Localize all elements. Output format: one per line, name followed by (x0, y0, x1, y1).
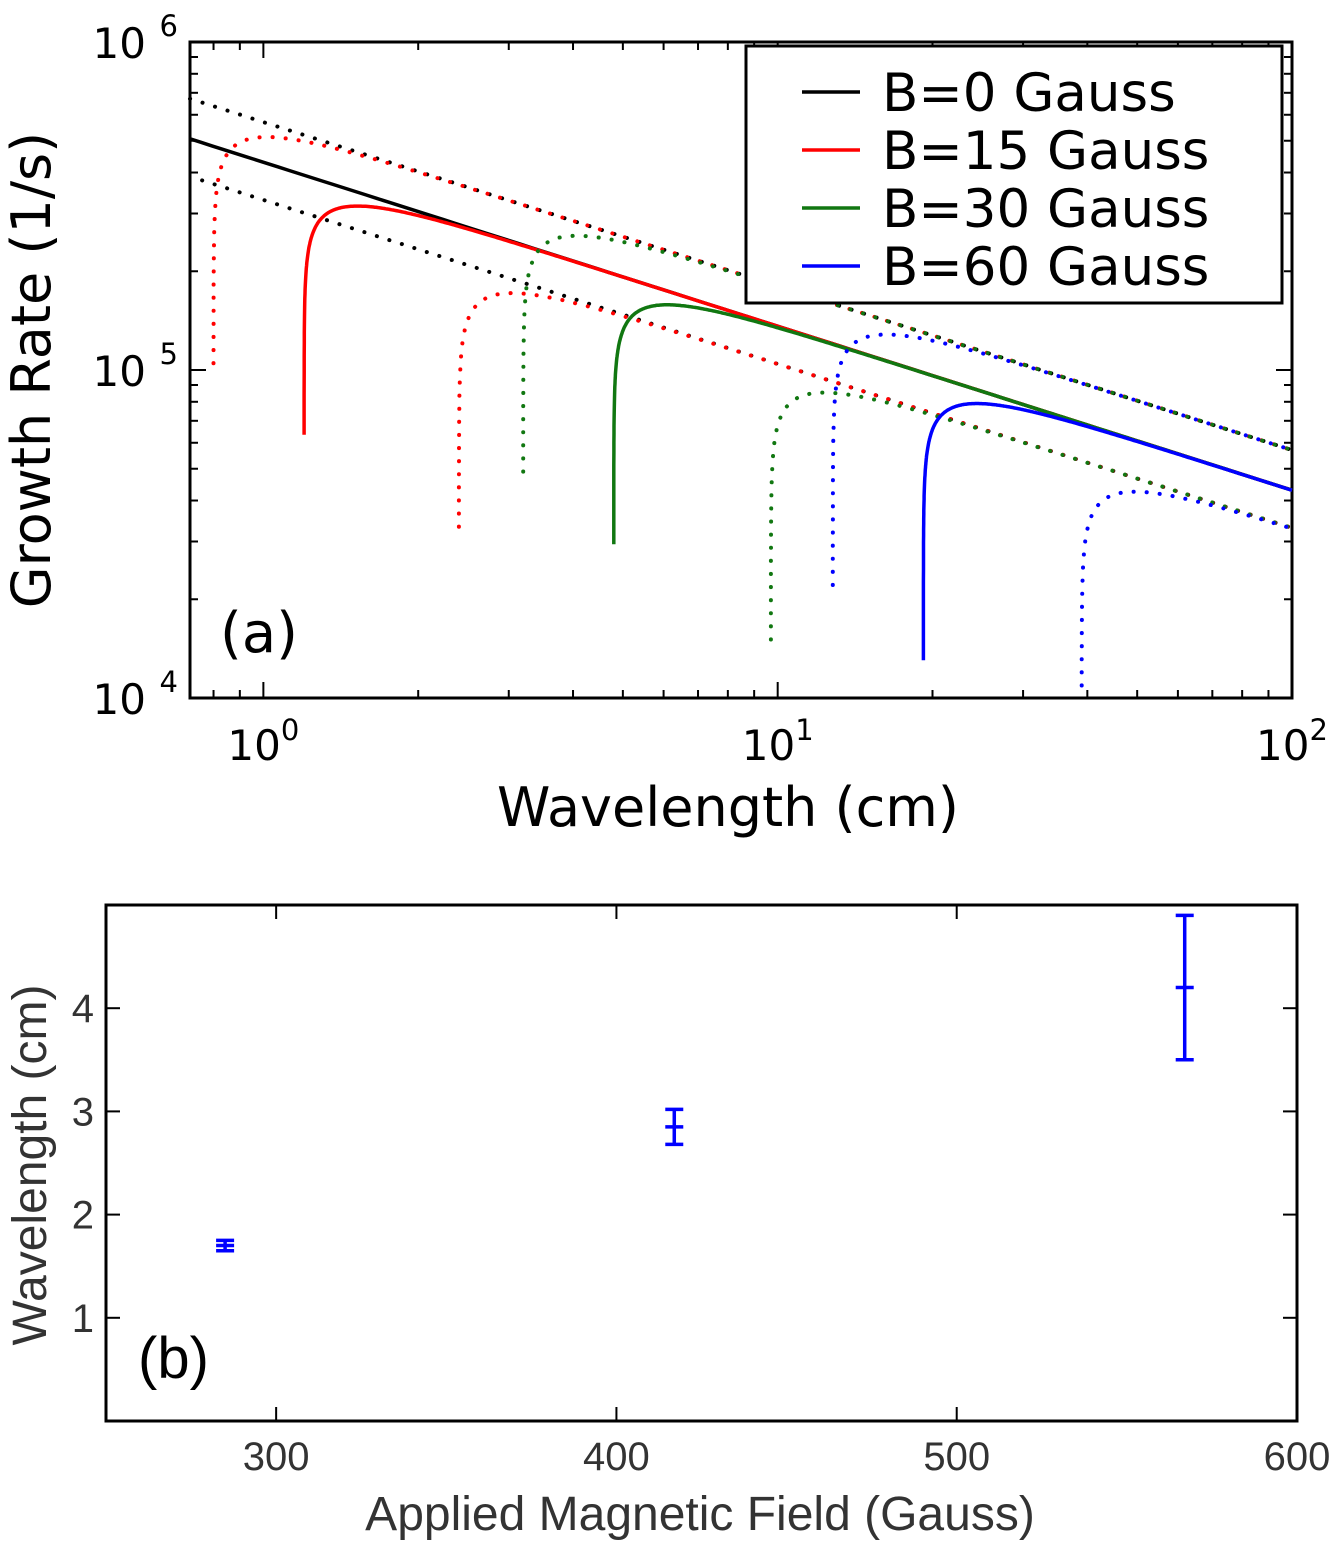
y-tick-label: 10 4 (93, 665, 178, 724)
series-line-b-60-gauss (921, 401, 1293, 661)
legend-label: B=0 Gauss (882, 63, 1176, 124)
panel-label-b: (b) (138, 1326, 209, 1391)
y-tick-label: 1 (72, 1297, 94, 1341)
series-line-b-30-gauss-lower (768, 390, 1294, 642)
x-axis-label-b: Applied Magnetic Field (Gauss) (365, 1488, 1035, 1541)
legend-label: B=30 Gauss (882, 179, 1209, 240)
plot-area-b (104, 903, 1299, 1423)
y-axis-label-b: Wavelength (cm) (4, 985, 57, 1346)
y-tick-label: 3 (72, 1090, 94, 1134)
x-tick-label: 102 (1256, 713, 1328, 770)
data-point (216, 1238, 235, 1253)
series-line-b-15-gauss-lower (456, 291, 1294, 530)
legend-label: B=15 Gauss (882, 121, 1209, 182)
axis-ticks-b: 300 400 500 600 1 2 3 4 (72, 905, 1331, 1479)
x-tick-label: 100 (227, 713, 299, 770)
x-tick-label: 400 (583, 1435, 650, 1479)
y-axis-label-a: Growth Rate (1/s) (0, 132, 63, 608)
series-line-b-0-gauss-upper (188, 96, 1294, 453)
x-axis-label-a: Wavelength (cm) (497, 776, 959, 839)
data-point (665, 1107, 684, 1147)
y-tick-label: 4 (72, 987, 94, 1031)
data-points-b (216, 913, 1194, 1253)
x-tick-label: 300 (243, 1435, 310, 1479)
x-tick-label: 500 (923, 1435, 990, 1479)
x-tick-label: 600 (1264, 1435, 1331, 1479)
legend-label: B=60 Gauss (882, 237, 1209, 298)
x-tick-label: 101 (742, 713, 814, 770)
data-point (1175, 913, 1194, 1062)
y-tick-label: 10 5 (93, 337, 178, 396)
series-group-a (188, 96, 1294, 688)
chart-panel-b: 300 400 500 600 1 2 3 4 (b) Applied Magnetic Fi… (4, 903, 1331, 1541)
legend-box (744, 44, 1284, 305)
series-line-b-60-gauss-upper (830, 332, 1294, 587)
y-tick-label: 10 6 (93, 9, 178, 68)
panel-label-a: (a) (220, 601, 298, 666)
y-tick-label: 2 (72, 1194, 94, 1238)
series-line-b-60-gauss-lower (1079, 489, 1294, 688)
